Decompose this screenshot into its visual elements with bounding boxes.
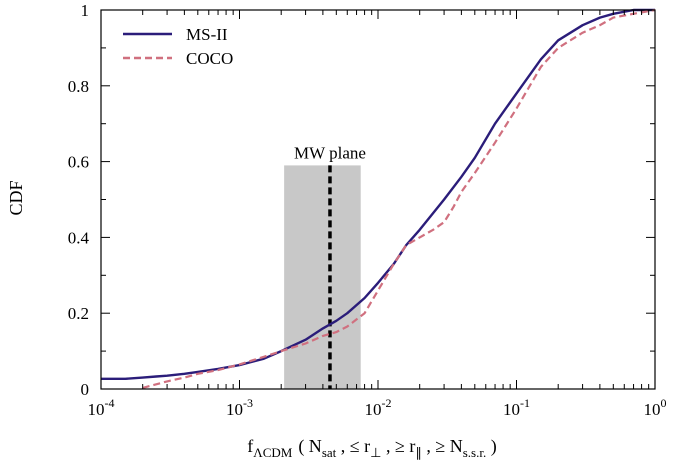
mw-plane-band [284, 165, 361, 389]
x-tick-label: 10-3 [226, 396, 253, 419]
x-tick-label: 100 [644, 396, 667, 419]
plot-frame [100, 9, 656, 390]
xlabel-part1: , ≤ r [336, 436, 370, 456]
series-line-ms-ii [101, 8, 655, 380]
y-tick-label: 0.4 [68, 228, 90, 247]
mw-plane-label: MW plane [294, 143, 366, 162]
axes-layer: 10-4 10-3 10-2 10-1 100 0 0.2 0.4 0.6 0.8 1 [68, 1, 667, 419]
xlabel-r1-sub: ⊥ [370, 445, 381, 460]
xlabel-n-sub: sat [322, 445, 337, 460]
xlabel-f: f [247, 436, 253, 456]
xlabel-f-sub: ΛCDM [253, 445, 292, 460]
legend-label-coco: COCO [186, 49, 233, 68]
x-tick-label: 10-4 [88, 396, 115, 419]
xlabel-part3: , ≥ N [422, 436, 463, 456]
x-tick-label: 10-1 [503, 396, 530, 419]
legend-label-ms-ii: MS-II [186, 25, 228, 44]
y-tick-label: 0 [81, 380, 90, 399]
y-tick-label: 0.8 [68, 77, 89, 96]
series-lines-layer [101, 8, 656, 389]
legend: MS-II COCO [123, 25, 233, 68]
x-tick-label: 10-2 [365, 396, 392, 419]
xlabel-n2-sub: s.s.r. [463, 445, 486, 460]
xlabel-open: ( N [298, 436, 322, 457]
x-axis-label: fΛCDM ( Nsat , ≤ r⊥ , ≥ r∥ , ≥ Ns.s.r. ) [247, 436, 496, 460]
xlabel-close: ) [486, 436, 497, 457]
y-axis-label: CDF [6, 180, 26, 215]
mw-plane-band-layer: MW plane [284, 143, 366, 389]
series-line-coco [142, 8, 656, 389]
y-tick-label: 1 [81, 1, 90, 20]
y-tick-label: 0.6 [68, 153, 89, 172]
xlabel-r2-sub: ∥ [415, 445, 422, 460]
y-tick-label: 0.2 [68, 304, 89, 323]
xlabel-part2: , ≥ r [381, 436, 415, 456]
